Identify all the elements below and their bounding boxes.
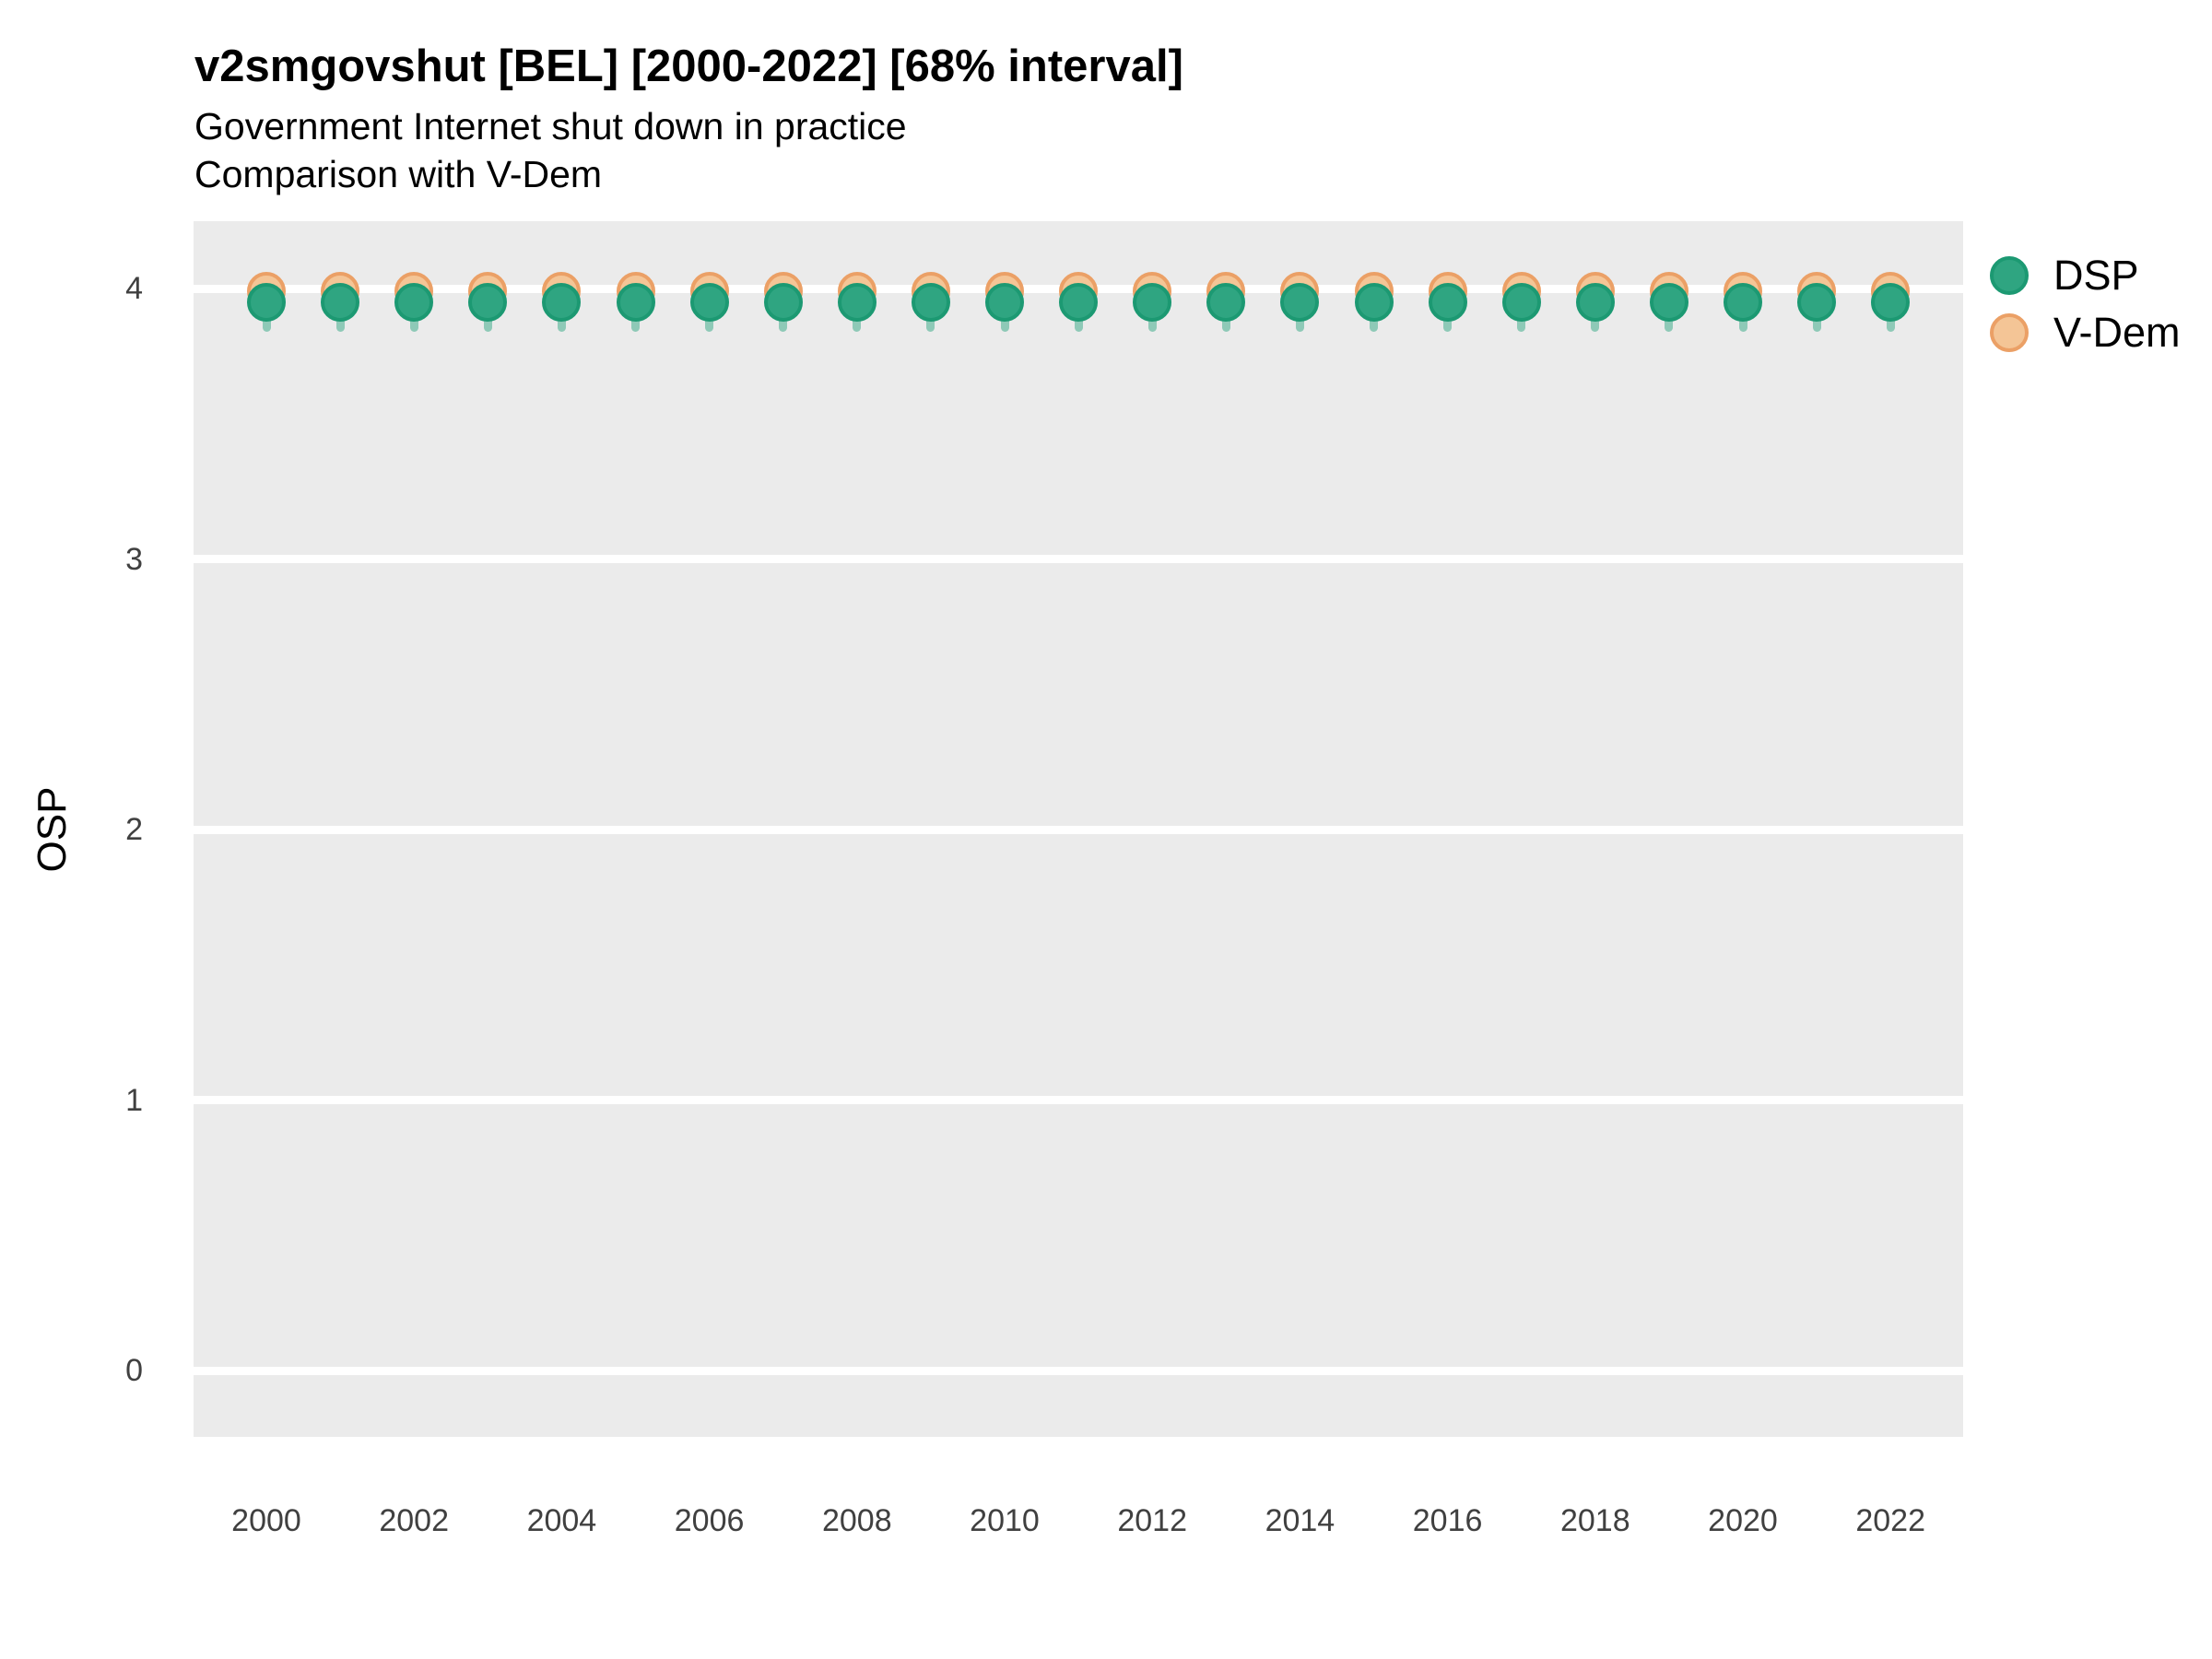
dsp-point [1133, 283, 1172, 323]
dsp-point [1871, 283, 1911, 323]
dsp-point [1428, 283, 1467, 323]
gridline [194, 1096, 1963, 1105]
dsp-point [837, 283, 877, 323]
x-tick-label: 2020 [1708, 1503, 1778, 1538]
dsp-point [1059, 283, 1099, 323]
dsp-point [321, 283, 360, 323]
dsp-point [1649, 283, 1688, 323]
x-tick-label: 2010 [970, 1503, 1040, 1538]
dsp-point [1797, 283, 1837, 323]
dsp-point [1206, 283, 1246, 323]
dsp-point [1724, 283, 1762, 323]
x-tick-label: 2022 [1855, 1503, 1925, 1538]
dsp-point [911, 283, 950, 323]
y-tick-label: 2 [125, 812, 143, 848]
dsp-point [1280, 283, 1320, 323]
dsp-point [616, 283, 655, 323]
chart-subtitle-line2: Comparison with V-Dem [194, 153, 603, 195]
y-tick-label: 1 [125, 1082, 143, 1118]
x-tick-label: 2016 [1412, 1503, 1483, 1538]
x-tick-label: 2014 [1265, 1503, 1335, 1538]
dsp-point [1501, 283, 1541, 323]
gridline [194, 555, 1963, 564]
y-tick-label: 4 [125, 271, 143, 307]
chart-subtitle-line1: Government Internet shut down in practic… [194, 105, 907, 147]
plot-panel [194, 221, 1963, 1437]
x-tick-label: 2006 [674, 1503, 745, 1538]
dsp-point [1575, 283, 1615, 323]
dsp-point [1354, 283, 1394, 323]
legend-label-v-dem: V-Dem [2053, 308, 2181, 356]
y-tick-label: 0 [125, 1353, 143, 1388]
legend-dot-v-dem [1990, 312, 2029, 352]
dsp-point [247, 283, 286, 323]
x-tick-label: 2000 [231, 1503, 301, 1538]
dsp-point [394, 283, 434, 323]
y-tick-label: 3 [125, 541, 143, 577]
x-tick-label: 2002 [379, 1503, 449, 1538]
x-tick-label: 2012 [1117, 1503, 1187, 1538]
dsp-point [468, 283, 508, 323]
legend-label-dsp: DSP [2053, 252, 2139, 299]
x-tick-label: 2018 [1559, 1503, 1630, 1538]
dsp-point [689, 283, 729, 323]
x-tick-label: 2004 [526, 1503, 597, 1538]
gridline [194, 825, 1963, 834]
dsp-point [985, 283, 1024, 323]
gridline [194, 1366, 1963, 1375]
dsp-point [763, 283, 803, 323]
x-tick-label: 2008 [821, 1503, 892, 1538]
legend-dot-dsp [1990, 256, 2029, 295]
chart-title: v2smgovshut [BEL] [2000-2022] [68% inter… [194, 41, 1183, 91]
dsp-point [542, 283, 582, 323]
